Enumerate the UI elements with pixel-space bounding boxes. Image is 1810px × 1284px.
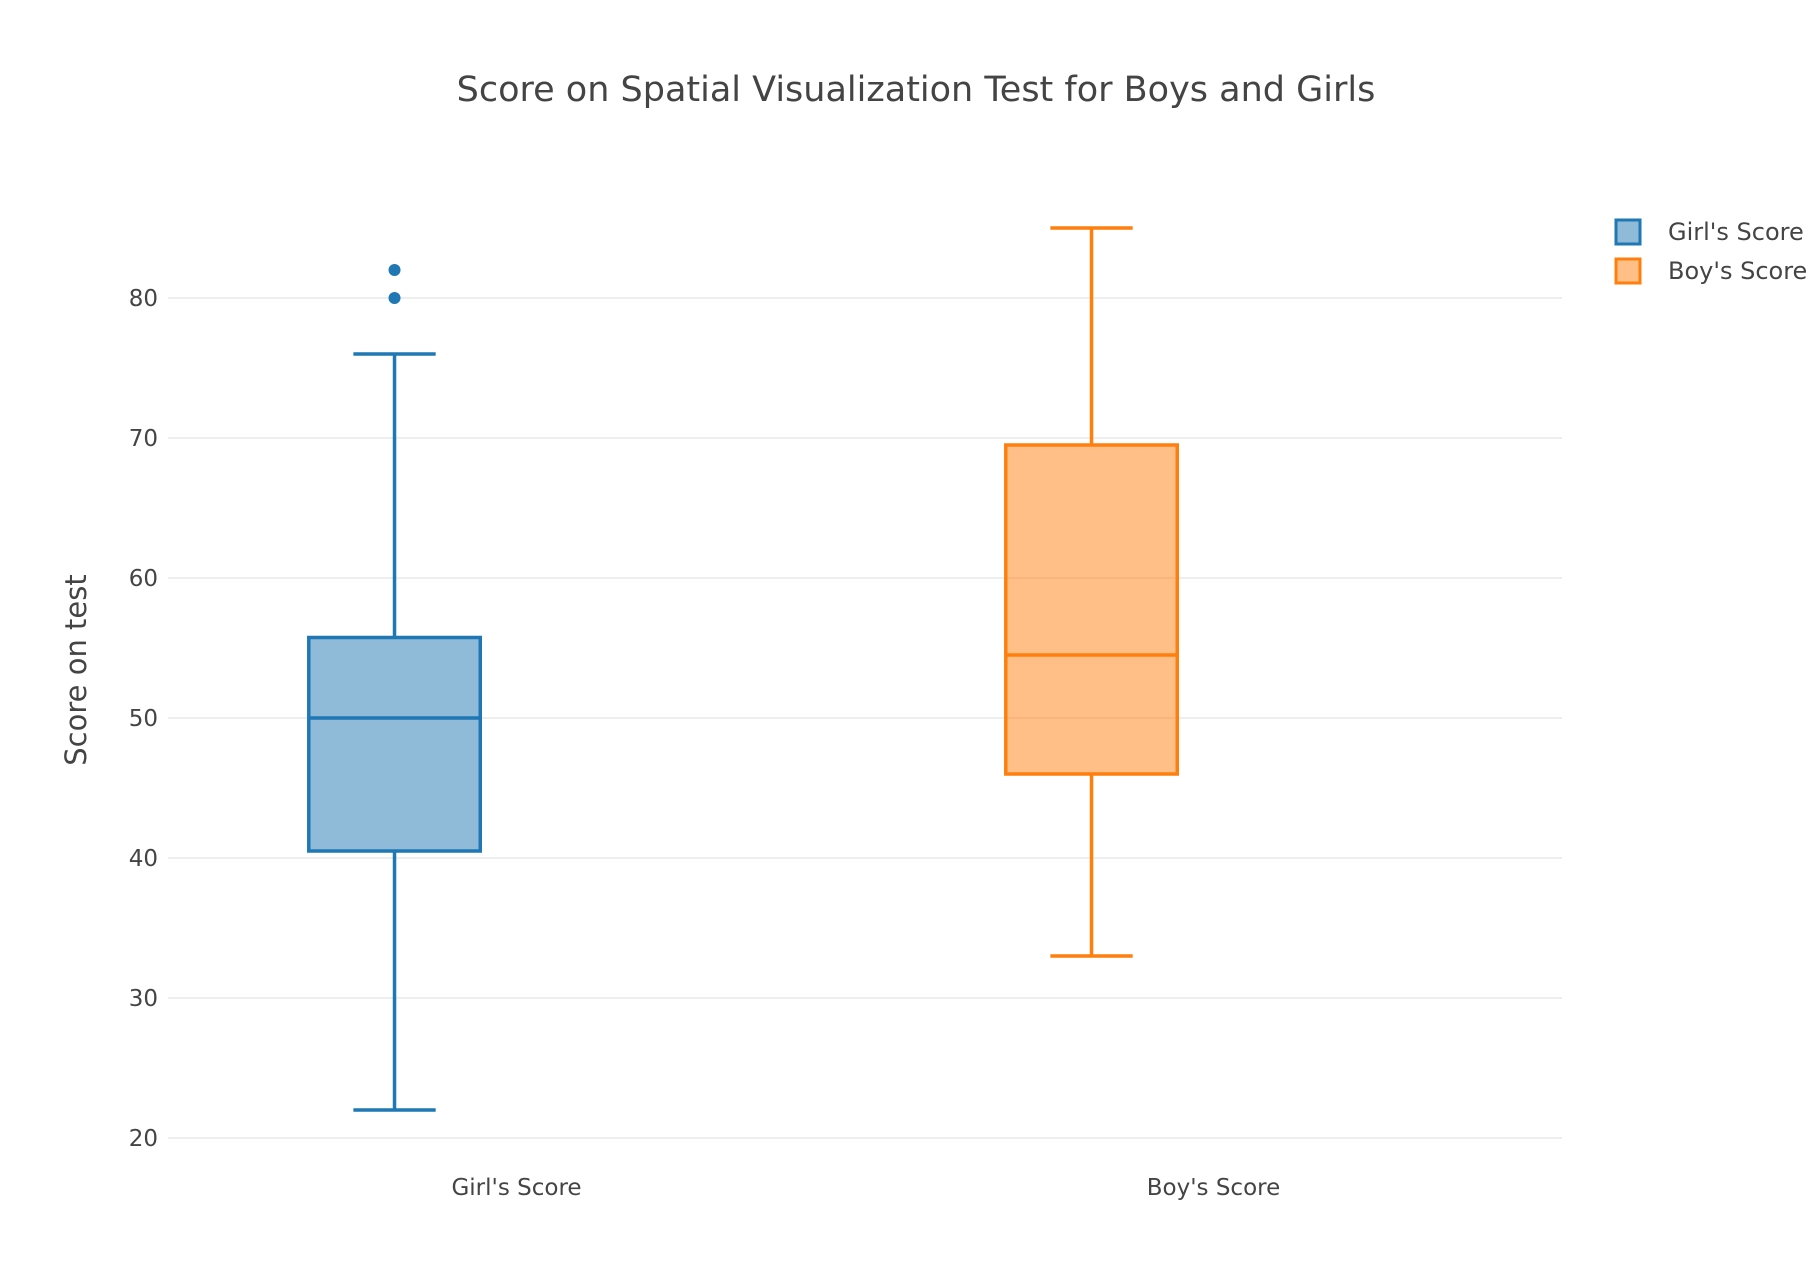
x-tick-label: Girl's Score (451, 1175, 581, 1201)
y-tick-label: 60 (129, 566, 158, 592)
outlier-point (388, 264, 401, 276)
legend[interactable]: Girl's Score Boy's Score (1614, 218, 1807, 285)
legend-swatch (1614, 257, 1642, 285)
y-tick-label: 70 (129, 426, 158, 452)
legend-label: Boy's Score (1668, 257, 1807, 285)
y-tick-label: 80 (129, 286, 158, 312)
iqr-box (1004, 443, 1180, 776)
iqr-box (307, 635, 483, 853)
chart-title: Score on Spatial Visualization Test for … (457, 70, 1376, 110)
y-axis-ticks: 20 30 40 50 60 70 80 (129, 286, 158, 1152)
legend-item-boys[interactable]: Boy's Score (1614, 257, 1807, 285)
box-boys (1004, 226, 1180, 958)
x-tick-label: Boy's Score (1147, 1175, 1281, 1201)
legend-item-girls[interactable]: Girl's Score (1614, 218, 1804, 246)
y-tick-label: 20 (129, 1126, 158, 1152)
legend-label: Girl's Score (1668, 218, 1804, 246)
y-axis-title: Score on test (59, 574, 93, 765)
box-girls (307, 264, 483, 1112)
legend-swatch (1614, 218, 1642, 246)
y-tick-label: 30 (129, 986, 158, 1012)
outlier-point (388, 292, 401, 304)
x-axis-ticks: Girl's Score Boy's Score (451, 1175, 1280, 1201)
y-tick-label: 40 (129, 846, 158, 872)
box-plots (307, 226, 1180, 1112)
y-tick-label: 50 (129, 706, 158, 732)
